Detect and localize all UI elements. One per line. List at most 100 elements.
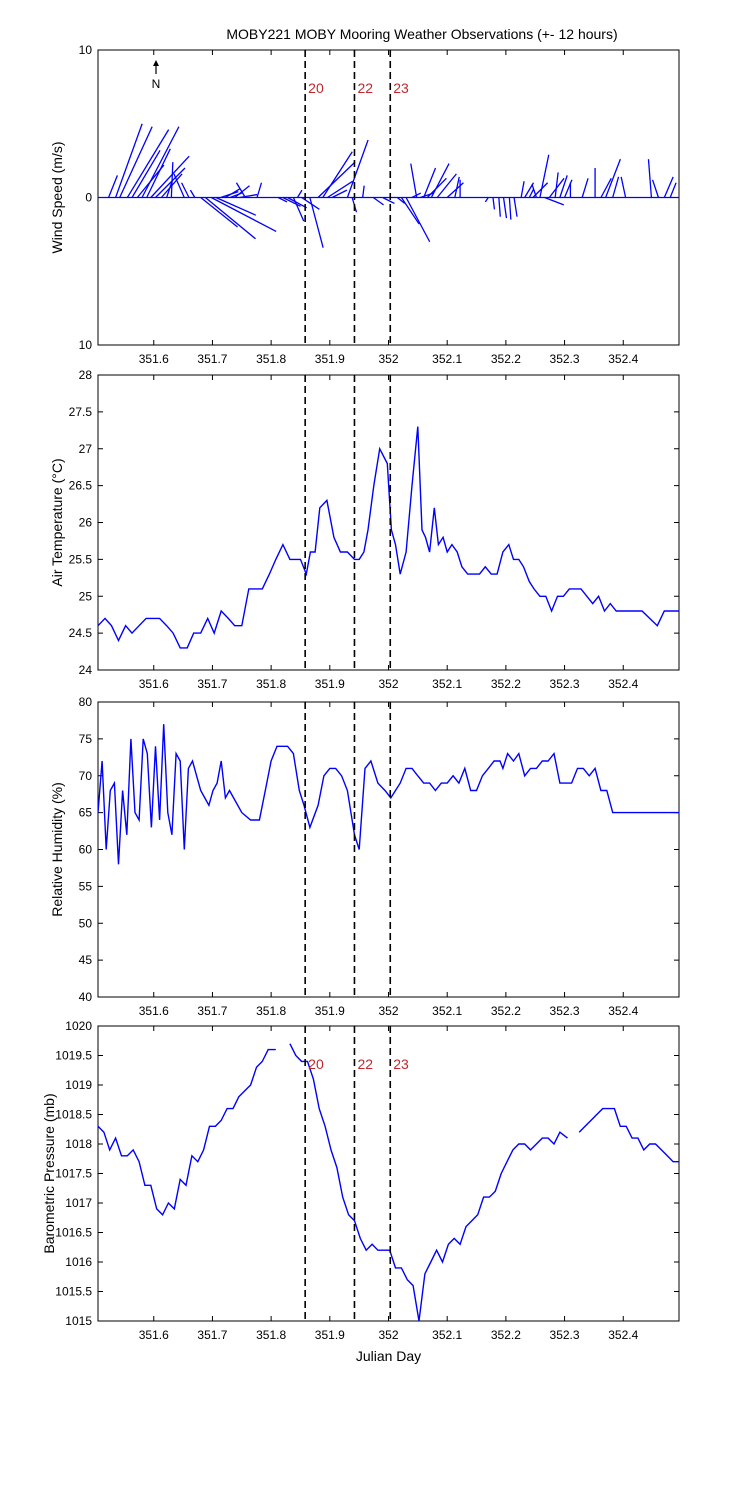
y-tick-label: 27.5 <box>69 405 93 419</box>
x-tick-label: 352.4 <box>608 1328 638 1342</box>
wind-vector <box>539 154 550 198</box>
wind-vector <box>277 196 288 203</box>
event-label: 20 <box>308 1056 324 1072</box>
x-tick-label: 351.7 <box>197 677 227 691</box>
wind-vector <box>322 151 353 198</box>
y-tick-label: 1016.5 <box>55 1226 92 1240</box>
wind-vector <box>502 197 508 219</box>
wind-vector <box>647 159 653 198</box>
y-tick-label: 1017.5 <box>55 1167 92 1181</box>
wind-vector <box>396 196 406 204</box>
wind-vector <box>362 185 365 198</box>
wind-vector <box>239 193 258 199</box>
air-temperature-line <box>98 426 679 649</box>
wind-vector <box>235 182 246 198</box>
wind-vector <box>544 196 565 206</box>
wind-vector <box>141 126 180 198</box>
x-tick-label: 352 <box>378 677 398 691</box>
x-tick-label: 351.7 <box>197 1004 227 1018</box>
x-tick-label: 352.1 <box>432 352 462 366</box>
wind-vector <box>405 197 431 243</box>
y-tick-label: 27 <box>79 442 93 456</box>
panel-3: 40 45 50 55 60 65 70 75 80 351.6 351.7 351.8 351.9 35… <box>49 695 680 1018</box>
wind-vector <box>559 175 568 198</box>
y-tick-label: 75 <box>79 732 93 746</box>
wind-vector <box>430 163 450 198</box>
panel-2: 24 24.5 25 25.5 26 26.5 27 27.5 28 351.6 351.7 351.… <box>49 368 680 691</box>
wind-vector <box>382 196 395 204</box>
x-tick-label: 352.1 <box>432 1004 462 1018</box>
x-tick-label: 351.6 <box>139 1328 169 1342</box>
wind-vector <box>508 197 512 220</box>
y-tick-label: 40 <box>79 990 93 1004</box>
wind-vector <box>225 188 241 199</box>
x-tick-label: 351.9 <box>315 677 345 691</box>
x-tick-label: 351.6 <box>139 352 169 366</box>
wind-vector <box>170 162 174 198</box>
wind-vector <box>292 197 305 222</box>
x-axis-title: Julian Day <box>356 1348 421 1364</box>
x-tick-label: 352.4 <box>608 352 638 366</box>
panel-1: 10 0 10 351.6 351.7 351.8 351.9 352 352.1 352.2 35… <box>49 43 680 366</box>
figure-title: MOBY221 MOBY Mooring Weather Observation… <box>226 26 617 42</box>
y-axis-title: Relative Humidity (%) <box>49 782 65 917</box>
x-tick-label: 352.3 <box>550 1004 580 1018</box>
wind-vector <box>204 196 256 240</box>
x-tick-label: 352.3 <box>550 352 580 366</box>
pressure-line-segment <box>578 1107 679 1163</box>
humidity-line <box>98 724 679 865</box>
wind-vector <box>513 197 518 217</box>
x-tick-label: 352 <box>378 1328 398 1342</box>
series-group <box>98 123 679 248</box>
y-tick-label: 10 <box>79 43 93 57</box>
y-tick-label: 1020 <box>65 1019 92 1033</box>
wind-vector <box>200 196 238 228</box>
y-tick-label: 0 <box>85 191 92 205</box>
wind-vector <box>331 189 348 199</box>
north-arrow-head <box>153 60 159 66</box>
wind-vector <box>181 182 190 198</box>
wind-vector <box>531 184 538 198</box>
wind-vector <box>484 197 489 203</box>
plot-area-frame <box>97 1025 680 1322</box>
y-tick-label: 1016 <box>65 1255 92 1269</box>
x-tick-label: 352.2 <box>491 1328 521 1342</box>
x-tick-label: 351.8 <box>256 352 286 366</box>
x-tick-label: 352 <box>378 1004 398 1018</box>
series-group <box>98 1043 679 1321</box>
wind-vector <box>150 155 190 198</box>
y-tick-label: 24.5 <box>69 626 93 640</box>
wind-vector <box>492 197 496 210</box>
x-tick-label: 351.8 <box>256 1004 286 1018</box>
wind-vector <box>520 181 525 198</box>
wind-vector <box>296 189 303 198</box>
wind-vector <box>620 176 627 198</box>
x-tick-label: 352.1 <box>432 677 462 691</box>
y-tick-label: 55 <box>79 879 93 893</box>
y-tick-label: 10 <box>79 338 93 352</box>
event-label: 20 <box>308 80 324 96</box>
wind-vector <box>173 173 185 198</box>
wind-vector <box>114 123 143 198</box>
wind-vector <box>215 196 257 216</box>
x-tick-label: 351.9 <box>315 1004 345 1018</box>
y-tick-label: 1018 <box>65 1137 92 1151</box>
wind-vector <box>410 163 418 198</box>
x-tick-label: 352.2 <box>491 352 521 366</box>
wind-vector <box>210 196 277 233</box>
y-tick-label: 26.5 <box>69 479 93 493</box>
plot-area-frame <box>97 701 680 998</box>
wind-vector <box>423 167 437 198</box>
series-group <box>98 724 679 865</box>
wind-vector <box>612 176 620 198</box>
x-tick-label: 351.8 <box>256 677 286 691</box>
x-tick-label: 352.2 <box>491 1004 521 1018</box>
wind-vector <box>669 182 677 198</box>
y-tick-label: 65 <box>79 806 93 820</box>
x-tick-label: 351.6 <box>139 1004 169 1018</box>
wind-vector <box>282 196 301 207</box>
wind-vector <box>554 172 559 198</box>
y-axis-title: Wind Speed (m/s) <box>49 141 65 253</box>
y-tick-label: 1015.5 <box>55 1285 92 1299</box>
y-tick-label: 1015 <box>65 1314 92 1328</box>
